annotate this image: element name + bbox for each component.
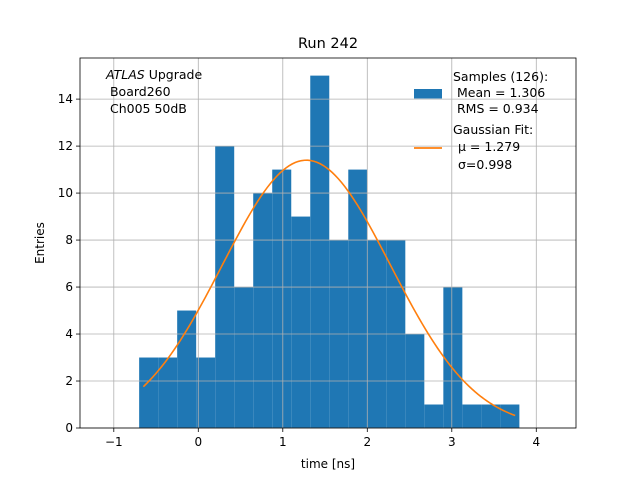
y-tick-label: 8 [65,233,73,247]
histogram-bar [177,310,197,428]
legend-samples-title: Samples (126): [453,69,548,84]
histogram-bar [234,287,254,428]
histogram-bar [158,357,178,428]
y-axis-ticks: 0 2 4 6 8 10 12 14 [58,92,80,435]
plot-frame [79,57,577,429]
histogram-bar [253,193,273,428]
legend-samples-mean: Mean = 1.306 [453,85,545,100]
x-tick-label: 3 [448,435,456,449]
histogram-bar [348,169,368,429]
histogram-bar [139,357,159,428]
y-tick-label: 4 [65,327,73,341]
x-tick-label: 1 [279,435,287,449]
chart-title: Run 242 [298,36,358,52]
histogram-bar [481,404,501,428]
histogram-bar [500,404,520,428]
y-tick-label: 0 [65,421,73,435]
annotation-line-3: Ch005 50dB [106,101,187,116]
y-tick-label: 2 [65,374,73,388]
x-tick-label: 4 [532,435,540,449]
annotation-atlas: ATLAS [105,67,145,82]
annotation-upgrade: Upgrade [145,67,203,82]
histogram-bar [291,216,311,428]
histogram-bar [462,404,482,428]
x-axis-ticks: −1 0 1 2 3 4 [105,428,540,449]
x-tick-label: −1 [105,435,123,449]
annotation-line-2: Board260 [106,84,171,99]
x-tick-label: 0 [194,435,202,449]
legend-samples-swatch [414,89,442,99]
legend: Samples (126): Mean = 1.306 RMS = 0.934 … [414,69,548,172]
y-tick-label: 12 [58,139,73,153]
histogram-bar [310,75,330,428]
y-tick-label: 10 [58,186,73,200]
histogram-bar [443,287,463,428]
x-axis-label: time [ns] [301,457,355,471]
y-tick-label: 14 [58,92,73,106]
legend-fit-title: Gaussian Fit: [453,122,533,137]
histogram-bar [424,404,444,428]
annotation-line-1: ATLAS Upgrade [105,67,202,82]
x-tick-label: 2 [363,435,371,449]
histogram-bar [196,357,216,428]
detector-annotation: ATLAS Upgrade Board260 Ch005 50dB [105,67,202,116]
fit-curve [142,159,516,417]
y-axis-label: Entries [33,222,47,264]
legend-fit-sigma: σ=0.998 [458,157,512,172]
legend-fit-mu: μ = 1.279 [458,139,520,154]
gaussian-fit [142,159,516,417]
histogram-bar [272,169,292,429]
legend-samples-rms: RMS = 0.934 [453,101,539,116]
y-tick-label: 6 [65,280,73,294]
